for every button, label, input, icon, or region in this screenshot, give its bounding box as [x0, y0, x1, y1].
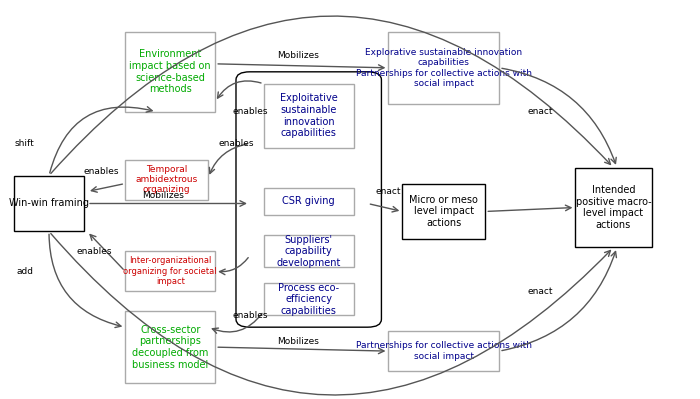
- Text: Process eco-
efficiency
capabilities: Process eco- efficiency capabilities: [278, 282, 340, 316]
- Text: enact: enact: [528, 107, 554, 116]
- FancyBboxPatch shape: [236, 72, 382, 327]
- Text: Micro or meso
level impact
actions: Micro or meso level impact actions: [410, 195, 478, 228]
- Text: Partnerships for collective actions with
social impact: Partnerships for collective actions with…: [356, 342, 532, 361]
- Text: add: add: [16, 267, 34, 276]
- Text: Intended
positive macro-
level impact
actions: Intended positive macro- level impact ac…: [575, 185, 651, 230]
- Text: Explorative sustainable innovation
capabilities
Partnerships for collective acti: Explorative sustainable innovation capab…: [356, 48, 532, 88]
- FancyBboxPatch shape: [264, 188, 354, 215]
- Text: Cross-sector
partnerships
decoupled from
business model: Cross-sector partnerships decoupled from…: [132, 325, 209, 369]
- Text: Exploitative
sustainable
innovation
capabilities: Exploitative sustainable innovation capa…: [280, 93, 337, 138]
- Text: Suppliers'
capability
development: Suppliers' capability development: [276, 235, 341, 268]
- Text: enables: enables: [232, 107, 267, 116]
- FancyBboxPatch shape: [264, 283, 354, 315]
- FancyBboxPatch shape: [125, 160, 209, 200]
- Text: enables: enables: [83, 167, 119, 176]
- Text: enact: enact: [376, 187, 401, 196]
- FancyBboxPatch shape: [264, 84, 354, 148]
- FancyBboxPatch shape: [125, 311, 215, 383]
- Text: CSR giving: CSR giving: [282, 196, 335, 207]
- FancyBboxPatch shape: [125, 251, 215, 291]
- Text: enables: enables: [218, 139, 253, 148]
- FancyBboxPatch shape: [389, 32, 499, 104]
- FancyBboxPatch shape: [389, 331, 499, 371]
- Text: Temporal
ambidextrous
organizing: Temporal ambidextrous organizing: [136, 165, 198, 194]
- Text: enables: enables: [232, 311, 267, 320]
- FancyBboxPatch shape: [264, 235, 354, 267]
- Text: Mobilizes: Mobilizes: [142, 191, 184, 200]
- Text: Mobilizes: Mobilizes: [277, 51, 319, 60]
- Text: Win-win framing: Win-win framing: [9, 198, 89, 209]
- Text: enables: enables: [76, 247, 112, 256]
- FancyBboxPatch shape: [125, 32, 215, 112]
- FancyBboxPatch shape: [402, 184, 485, 239]
- Text: enact: enact: [528, 287, 554, 296]
- Text: Inter-organizational
organizing for societal
impact: Inter-organizational organizing for soci…: [123, 257, 217, 286]
- Text: Environment
impact based on
science-based
methods: Environment impact based on science-base…: [130, 49, 211, 94]
- Text: Mobilizes: Mobilizes: [277, 337, 319, 346]
- FancyBboxPatch shape: [575, 168, 652, 247]
- FancyBboxPatch shape: [15, 176, 83, 231]
- Text: shift: shift: [15, 139, 34, 148]
